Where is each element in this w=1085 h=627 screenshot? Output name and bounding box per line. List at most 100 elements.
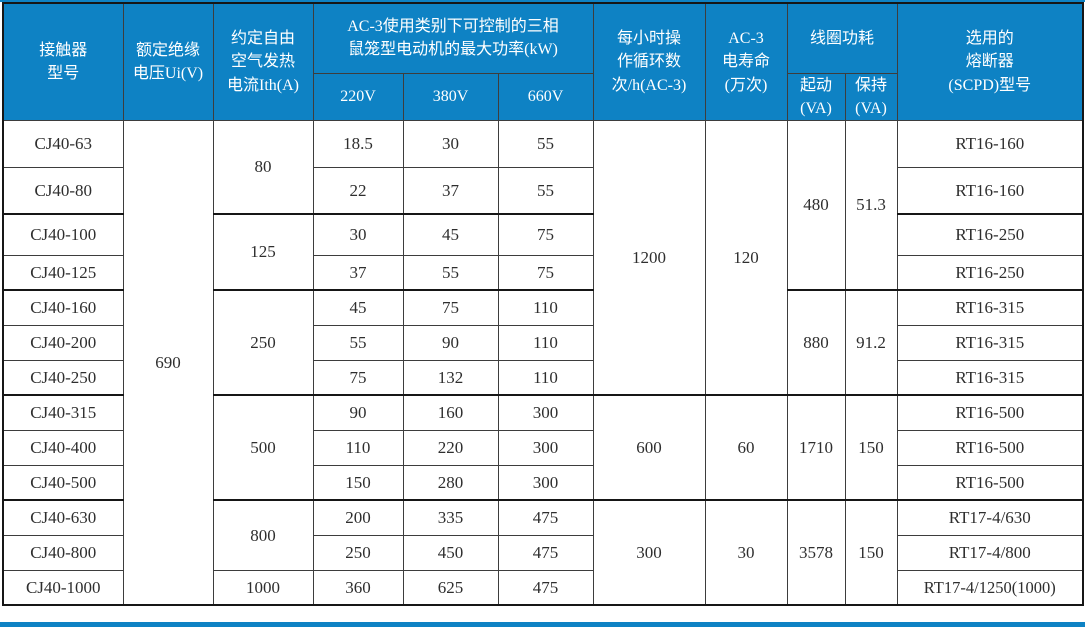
cell-model: CJ40-800: [2, 534, 124, 571]
cell-coil-hold: 91.2: [844, 289, 898, 396]
cell-model: CJ40-125: [2, 254, 124, 291]
cell-power-380v: 625: [402, 569, 499, 606]
cell-power-380v: 280: [402, 464, 499, 501]
header-contactor-model: 接触器 型号: [2, 2, 124, 121]
cell-coil-start: 1710: [786, 394, 846, 501]
cell-power-220v: 360: [312, 569, 404, 606]
header-coil-hold: 保持 (VA): [844, 72, 898, 121]
cell-fuse: RT16-500: [896, 464, 1084, 501]
cell-power-220v: 75: [312, 359, 404, 396]
cell-fuse: RT16-500: [896, 394, 1084, 431]
cell-model: CJ40-200: [2, 324, 124, 361]
cell-cycles: 600: [592, 394, 706, 501]
cell-power-220v: 37: [312, 254, 404, 291]
cell-life: 120: [704, 119, 788, 396]
cell-power-660v: 300: [497, 394, 594, 431]
cell-power-220v: 22: [312, 166, 404, 215]
cell-power-660v: 300: [497, 429, 594, 466]
cell-power-380v: 75: [402, 289, 499, 326]
header-row-1: 接触器 型号 额定绝缘 电压Ui(V) 约定自由 空气发热 电流Ith(A) A…: [2, 2, 1084, 121]
cell-power-220v: 150: [312, 464, 404, 501]
cell-model: CJ40-80: [2, 166, 124, 215]
cell-fuse: RT16-250: [896, 254, 1084, 291]
cell-power-660v: 110: [497, 359, 594, 396]
cell-power-220v: 45: [312, 289, 404, 326]
cell-power-660v: 110: [497, 324, 594, 361]
cell-power-380v: 132: [402, 359, 499, 396]
cell-power-660v: 475: [497, 569, 594, 606]
cell-fuse: RT16-315: [896, 289, 1084, 326]
cell-coil-hold: 150: [844, 394, 898, 501]
top-accent-line: [0, 0, 1085, 2]
cell-model: CJ40-1000: [2, 569, 124, 606]
cell-fuse: RT16-250: [896, 213, 1084, 256]
cell-fuse: RT17-4/630: [896, 499, 1084, 536]
table-row: CJ40-800 250 450 475 RT17-4/800: [2, 534, 1084, 571]
contactor-spec-table-wrap: 接触器 型号 额定绝缘 电压Ui(V) 约定自由 空气发热 电流Ith(A) A…: [2, 2, 1085, 607]
cell-power-380v: 160: [402, 394, 499, 431]
cell-fuse: RT16-160: [896, 119, 1084, 168]
cell-model: CJ40-63: [2, 119, 124, 168]
cell-power-220v: 250: [312, 534, 404, 571]
cell-power-220v: 30: [312, 213, 404, 256]
cell-fuse: RT16-315: [896, 359, 1084, 396]
cell-power-660v: 475: [497, 499, 594, 536]
cell-power-380v: 220: [402, 429, 499, 466]
cell-power-660v: 110: [497, 289, 594, 326]
header-thermal-current: 约定自由 空气发热 电流Ith(A): [212, 2, 314, 121]
cell-life: 60: [704, 394, 788, 501]
cell-power-380v: 55: [402, 254, 499, 291]
table-row: CJ40-315 500 90 160 300 600 60 1710 150 …: [2, 394, 1084, 501]
header-coil-start: 起动 (VA): [786, 72, 846, 121]
cell-power-660v: 55: [497, 166, 594, 215]
header-220v: 220V: [312, 72, 404, 121]
cell-rated-voltage: 690: [122, 119, 214, 606]
header-fuse-type: 选用的 熔断器 (SCPD)型号: [896, 2, 1084, 121]
cell-power-660v: 475: [497, 534, 594, 571]
cell-power-220v: 55: [312, 324, 404, 361]
header-row-2: 220V 380V 660V 起动 (VA) 保持 (VA): [3, 72, 1083, 121]
cell-thermal-current: 125: [212, 213, 314, 291]
cell-coil-hold: 51.3: [844, 119, 898, 291]
cell-fuse: RT16-160: [896, 166, 1084, 215]
cell-power-380v: 335: [402, 499, 499, 536]
cell-power-660v: 300: [497, 464, 594, 501]
cell-coil-start: 3578: [786, 499, 846, 606]
cell-model: CJ40-250: [2, 359, 124, 396]
cell-cycles: 300: [592, 499, 706, 606]
cell-power-220v: 90: [312, 394, 404, 431]
header-max-power-group: AC-3使用类别下可控制的三相 鼠笼型电动机的最大功率(kW): [312, 2, 594, 74]
table-row: CJ40-500 150 280 300 RT16-500: [2, 464, 1084, 501]
cell-power-660v: 75: [497, 213, 594, 256]
header-cycles-per-hour: 每小时操 作循环数 次/h(AC-3): [592, 2, 706, 121]
table-row: CJ40-100 125 30 45 75 RT16-250: [2, 213, 1084, 291]
table-row: CJ40-200 55 90 110 RT16-315: [2, 324, 1084, 361]
cell-model: CJ40-160: [2, 289, 124, 326]
contactor-spec-table: 接触器 型号 额定绝缘 电压Ui(V) 约定自由 空气发热 电流Ith(A) A…: [2, 2, 1085, 607]
cell-power-660v: 55: [497, 119, 594, 168]
table-row: CJ40-1000 1000 360 625 475 RT17-4/1250(1…: [2, 569, 1084, 606]
cell-power-380v: 450: [402, 534, 499, 571]
header-660v: 660V: [497, 72, 594, 121]
table-row: CJ40-250 75 132 110 RT16-315: [2, 359, 1084, 396]
cell-power-220v: 200: [312, 499, 404, 536]
table-row: CJ40-125 37 55 75 RT16-250: [2, 254, 1084, 291]
cell-model: CJ40-630: [2, 499, 124, 536]
cell-power-380v: 90: [402, 324, 499, 361]
cell-model: CJ40-100: [2, 213, 124, 256]
cell-thermal-current: 800: [212, 499, 314, 571]
table-row: CJ40-80 22 37 55 RT16-160: [2, 166, 1084, 215]
cell-fuse: RT17-4/800: [896, 534, 1084, 571]
header-electrical-life: AC-3 电寿命 (万次): [704, 2, 788, 121]
cell-power-220v: 110: [312, 429, 404, 466]
cell-coil-hold: 150: [844, 499, 898, 606]
cell-power-380v: 45: [402, 213, 499, 256]
header-380v: 380V: [402, 72, 499, 121]
cell-fuse: RT16-315: [896, 324, 1084, 361]
cell-fuse: RT16-500: [896, 429, 1084, 466]
table-row: CJ40-63 690 80 18.5 30 55 1200 120 480 5…: [2, 119, 1084, 606]
cell-life: 30: [704, 499, 788, 606]
cell-cycles: 1200: [592, 119, 706, 396]
header-coil-power-group: 线圈功耗: [786, 2, 898, 74]
header-rated-insulation-voltage: 额定绝缘 电压Ui(V): [122, 2, 214, 121]
